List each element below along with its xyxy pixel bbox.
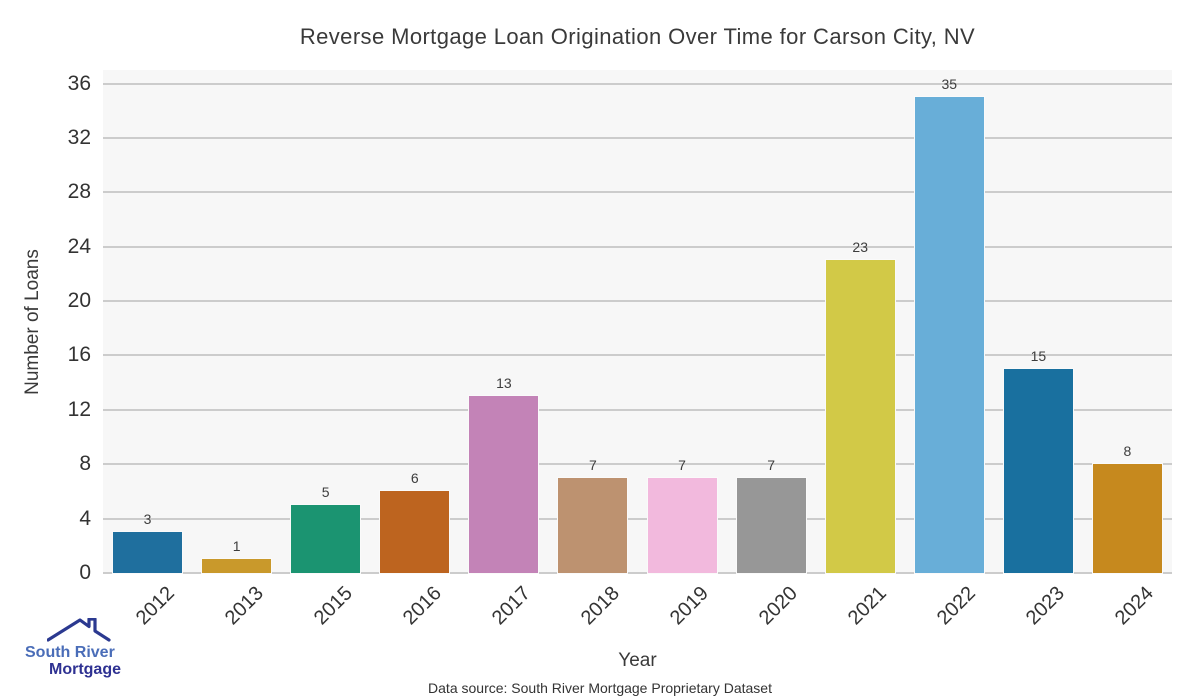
bar-2013	[202, 559, 272, 573]
y-tick-label-4: 4	[79, 506, 91, 530]
y-tick-label-28: 28	[67, 180, 91, 204]
bar-value-label-2022: 35	[941, 76, 958, 93]
bar-value-label-2020: 7	[767, 456, 776, 473]
gridline-28	[103, 191, 1172, 194]
bar-2022	[914, 97, 984, 573]
bar-2024	[1092, 464, 1162, 573]
y-axis-label: Number of Loans	[22, 249, 43, 395]
logo-text-line1: South River	[25, 644, 115, 661]
y-tick-label-16: 16	[67, 343, 91, 367]
gridline-24	[103, 245, 1172, 248]
y-tick-label-0: 0	[79, 561, 91, 584]
gridline-12	[103, 408, 1172, 411]
bar-value-label-2021: 23	[852, 239, 868, 256]
bar-2015	[291, 505, 361, 573]
plot-area	[103, 70, 1172, 573]
bar-value-label-2015: 5	[321, 484, 330, 501]
y-tick-label-12: 12	[67, 397, 91, 421]
gridline-8	[103, 463, 1172, 466]
bar-value-label-2016: 6	[410, 470, 419, 487]
gridline-20	[103, 300, 1172, 303]
south-river-mortgage-logo: South River Mortgage	[25, 618, 155, 678]
data-source-note: Data source: South River Mortgage Propri…	[428, 680, 772, 696]
bar-value-label-2023: 15	[1030, 348, 1047, 365]
bar-value-label-2019: 7	[678, 456, 686, 473]
bar-value-label-2012: 3	[143, 511, 152, 528]
gridline-32	[103, 136, 1172, 139]
y-tick-label-20: 20	[67, 289, 91, 313]
y-tick-label-24: 24	[67, 234, 91, 258]
bar-2023	[1003, 369, 1073, 573]
gridline-0	[103, 572, 1172, 574]
bar-2017	[469, 396, 539, 573]
bar-value-label-2018: 7	[589, 456, 597, 473]
bar-value-label-2013: 1	[232, 538, 241, 555]
y-tick-label-36: 36	[67, 71, 91, 95]
bar-2018	[558, 477, 628, 573]
chart-title: Reverse Mortgage Loan Origination Over T…	[299, 24, 976, 49]
bar-value-label-2017: 13	[496, 375, 512, 392]
bar-2020	[736, 477, 806, 573]
bar-2021	[825, 260, 895, 573]
bar-2016	[380, 491, 450, 573]
y-tick-label-32: 32	[67, 125, 91, 149]
bar-2019	[647, 477, 717, 573]
gridline-36	[103, 82, 1172, 85]
bar-2012	[113, 532, 183, 573]
logo-text-line2: Mortgage	[49, 661, 121, 678]
house-roof-icon	[47, 618, 111, 642]
gridline-4	[103, 517, 1172, 520]
y-tick-label-8: 8	[79, 452, 91, 476]
x-axis-label: Year	[618, 650, 657, 671]
bar-value-label-2024: 8	[1123, 443, 1132, 460]
gridline-16	[103, 354, 1172, 357]
